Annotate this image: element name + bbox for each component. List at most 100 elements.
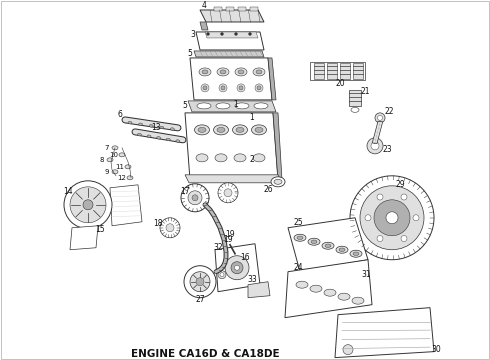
Polygon shape (194, 51, 264, 57)
Text: 2: 2 (249, 155, 254, 164)
Ellipse shape (176, 140, 180, 142)
Ellipse shape (254, 103, 268, 109)
Circle shape (239, 86, 243, 90)
Ellipse shape (234, 154, 246, 162)
Circle shape (255, 84, 263, 92)
Ellipse shape (235, 68, 247, 76)
Text: 33: 33 (247, 275, 257, 284)
Bar (327, 63, 337, 79)
Circle shape (235, 265, 240, 270)
Text: 27: 27 (195, 295, 205, 304)
Bar (314, 63, 324, 79)
Text: 6: 6 (118, 111, 122, 120)
Polygon shape (200, 10, 264, 22)
Text: 24: 24 (293, 263, 303, 272)
Ellipse shape (147, 135, 151, 138)
Ellipse shape (166, 138, 170, 141)
Circle shape (220, 273, 224, 277)
Circle shape (365, 215, 371, 221)
Circle shape (192, 195, 198, 201)
Text: 22: 22 (384, 107, 394, 116)
Circle shape (237, 84, 245, 92)
Ellipse shape (217, 68, 229, 76)
Ellipse shape (125, 165, 131, 169)
Circle shape (367, 138, 383, 154)
Ellipse shape (160, 126, 164, 129)
Ellipse shape (353, 252, 359, 256)
Bar (238, 7, 246, 11)
Circle shape (386, 212, 398, 224)
Text: 1: 1 (249, 113, 254, 122)
Ellipse shape (238, 70, 244, 74)
Text: 25: 25 (293, 218, 303, 227)
Text: 23: 23 (382, 145, 392, 154)
Ellipse shape (255, 127, 263, 132)
Ellipse shape (119, 153, 125, 157)
Polygon shape (285, 260, 372, 318)
Circle shape (64, 181, 112, 229)
Circle shape (360, 186, 424, 250)
Ellipse shape (336, 246, 348, 253)
Text: 3: 3 (191, 31, 196, 40)
Ellipse shape (311, 240, 317, 243)
Ellipse shape (112, 146, 118, 150)
Bar (310, 62, 365, 80)
Ellipse shape (236, 127, 244, 132)
Ellipse shape (339, 248, 345, 252)
Ellipse shape (322, 242, 334, 249)
Ellipse shape (217, 127, 225, 132)
Circle shape (83, 200, 93, 210)
Circle shape (190, 272, 210, 292)
Circle shape (184, 266, 216, 298)
Circle shape (401, 235, 407, 242)
Circle shape (201, 84, 209, 92)
Ellipse shape (220, 70, 226, 74)
Text: 20: 20 (335, 80, 345, 89)
Circle shape (234, 260, 237, 263)
Ellipse shape (294, 234, 306, 241)
Text: 19: 19 (225, 230, 235, 239)
Text: 26: 26 (263, 185, 273, 194)
Text: 11: 11 (116, 164, 124, 170)
Ellipse shape (128, 121, 132, 124)
Circle shape (377, 235, 383, 242)
Polygon shape (190, 58, 272, 100)
Ellipse shape (297, 236, 303, 239)
Text: 12: 12 (118, 175, 126, 181)
Text: 1: 1 (234, 100, 238, 109)
Circle shape (160, 218, 180, 238)
Circle shape (257, 86, 261, 90)
Circle shape (166, 224, 174, 232)
Circle shape (401, 194, 407, 200)
Circle shape (377, 194, 383, 200)
Polygon shape (288, 218, 368, 272)
Ellipse shape (296, 281, 308, 288)
Ellipse shape (351, 107, 359, 112)
Text: 30: 30 (431, 345, 441, 354)
Ellipse shape (157, 136, 161, 139)
Circle shape (188, 191, 202, 205)
Circle shape (371, 142, 379, 150)
Circle shape (218, 183, 238, 203)
Polygon shape (185, 175, 282, 183)
Text: 10: 10 (109, 152, 119, 158)
Polygon shape (248, 282, 270, 298)
Circle shape (235, 32, 238, 36)
Circle shape (227, 254, 243, 270)
Ellipse shape (127, 176, 133, 180)
Circle shape (231, 262, 243, 274)
Ellipse shape (253, 68, 265, 76)
Bar (226, 7, 234, 11)
Text: 18: 18 (153, 219, 163, 228)
Ellipse shape (232, 125, 247, 135)
Ellipse shape (256, 70, 262, 74)
Text: 5: 5 (188, 49, 193, 58)
Ellipse shape (199, 68, 211, 76)
Ellipse shape (310, 285, 322, 292)
Text: 13: 13 (151, 123, 161, 132)
Polygon shape (335, 308, 434, 357)
Circle shape (196, 278, 204, 286)
Text: 17: 17 (180, 187, 190, 196)
Bar (340, 63, 350, 79)
Circle shape (343, 345, 353, 355)
